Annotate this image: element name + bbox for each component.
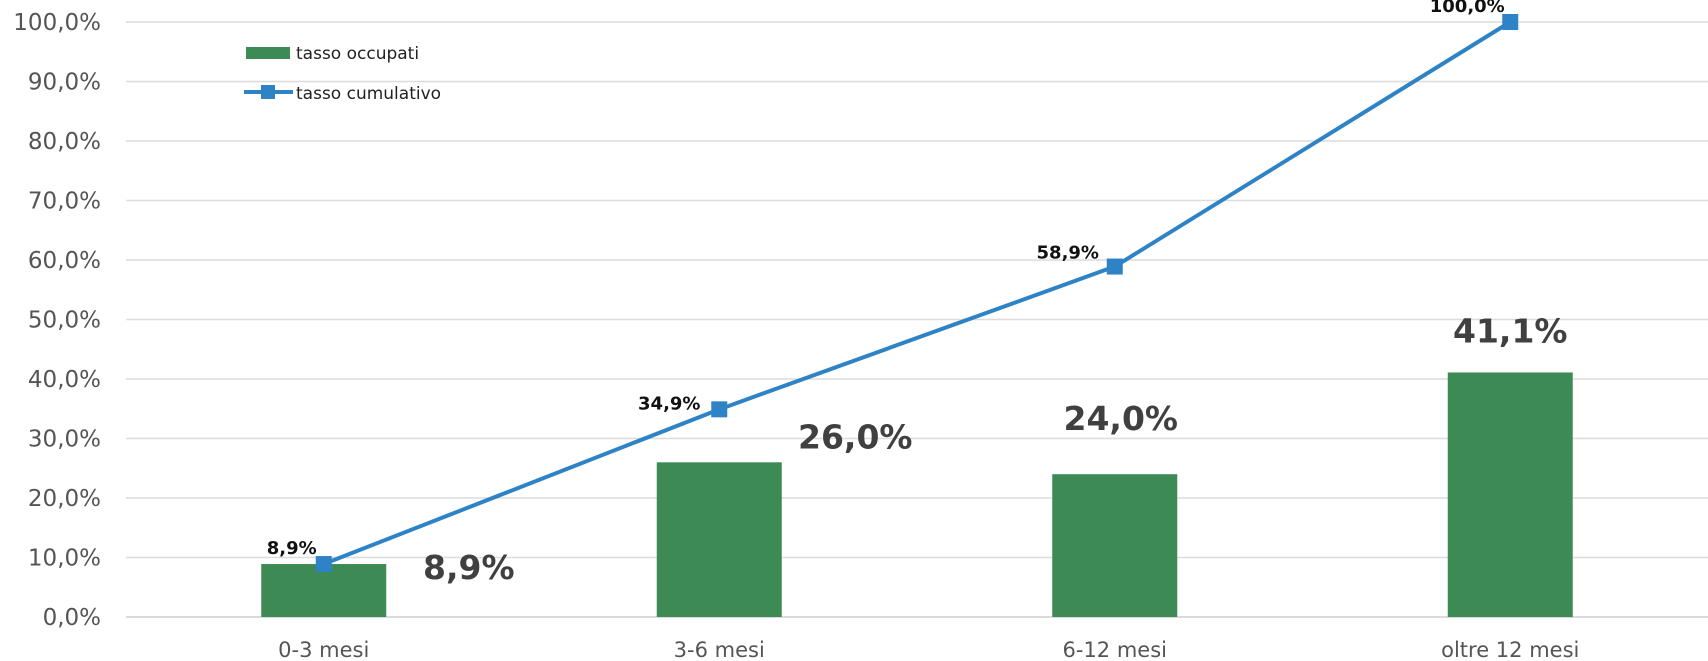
- x-tick-label: 0-3 mesi: [278, 638, 369, 661]
- legend-label-tasso-occupati: tasso occupati: [296, 44, 419, 64]
- y-tick-label: 30,0%: [28, 427, 101, 453]
- legend-marker-tasso-cumulativo: [261, 85, 275, 99]
- legend-swatch-tasso-occupati: [246, 47, 290, 59]
- bar: [656, 462, 782, 617]
- line-marker: [711, 401, 728, 418]
- line-data-label: 34,9%: [638, 393, 700, 414]
- x-tick-label: 3-6 mesi: [674, 638, 765, 661]
- line-data-label: 100,0%: [1430, 0, 1505, 17]
- y-tick-label: 90,0%: [28, 70, 101, 96]
- line-data-label: 8,9%: [267, 538, 317, 559]
- line-marker: [1106, 258, 1123, 275]
- x-tick-label: 6-12 mesi: [1063, 638, 1168, 661]
- bar-series: [261, 372, 1573, 617]
- y-tick-label: 10,0%: [28, 546, 101, 572]
- data-labels: 8,9% 26,0% 24,0% 41,1% 8,9% 34,9% 58,9% 100,0%: [267, 0, 1568, 587]
- x-tick-label: oltre 12 mesi: [1441, 638, 1579, 661]
- bar: [1052, 474, 1178, 617]
- y-tick-label: 100,0%: [13, 10, 101, 36]
- y-tick-label: 0,0%: [43, 605, 101, 631]
- line-marker: [1502, 14, 1519, 30]
- y-tick-label: 70,0%: [28, 189, 101, 215]
- bar: [261, 564, 387, 617]
- bar-data-label: 26,0%: [798, 417, 913, 456]
- y-tick-label: 40,0%: [28, 367, 101, 393]
- bar-data-label: 24,0%: [1064, 399, 1179, 438]
- line-marker: [315, 556, 332, 573]
- gridlines: [126, 21, 1708, 618]
- line-data-label: 58,9%: [1037, 243, 1099, 264]
- line-series: [315, 14, 1519, 573]
- bar: [1447, 372, 1573, 617]
- y-tick-label: 20,0%: [28, 486, 101, 512]
- y-tick-label: 80,0%: [28, 129, 101, 155]
- y-tick-label: 50,0%: [28, 308, 101, 334]
- bar-data-label: 41,1%: [1453, 311, 1568, 350]
- legend: tasso occupati tasso cumulativo: [244, 44, 441, 104]
- y-tick-label: 60,0%: [28, 248, 101, 274]
- x-axis: 0-3 mesi 3-6 mesi 6-12 mesi oltre 12 mesi: [278, 638, 1579, 661]
- bar-data-label: 8,9%: [423, 548, 515, 587]
- legend-label-tasso-cumulativo: tasso cumulativo: [296, 84, 441, 104]
- cumulative-line: [323, 20, 1512, 566]
- y-axis: 0,0% 10,0% 20,0% 30,0% 40,0% 50,0% 60,0% 70,0% 8…: [13, 10, 101, 631]
